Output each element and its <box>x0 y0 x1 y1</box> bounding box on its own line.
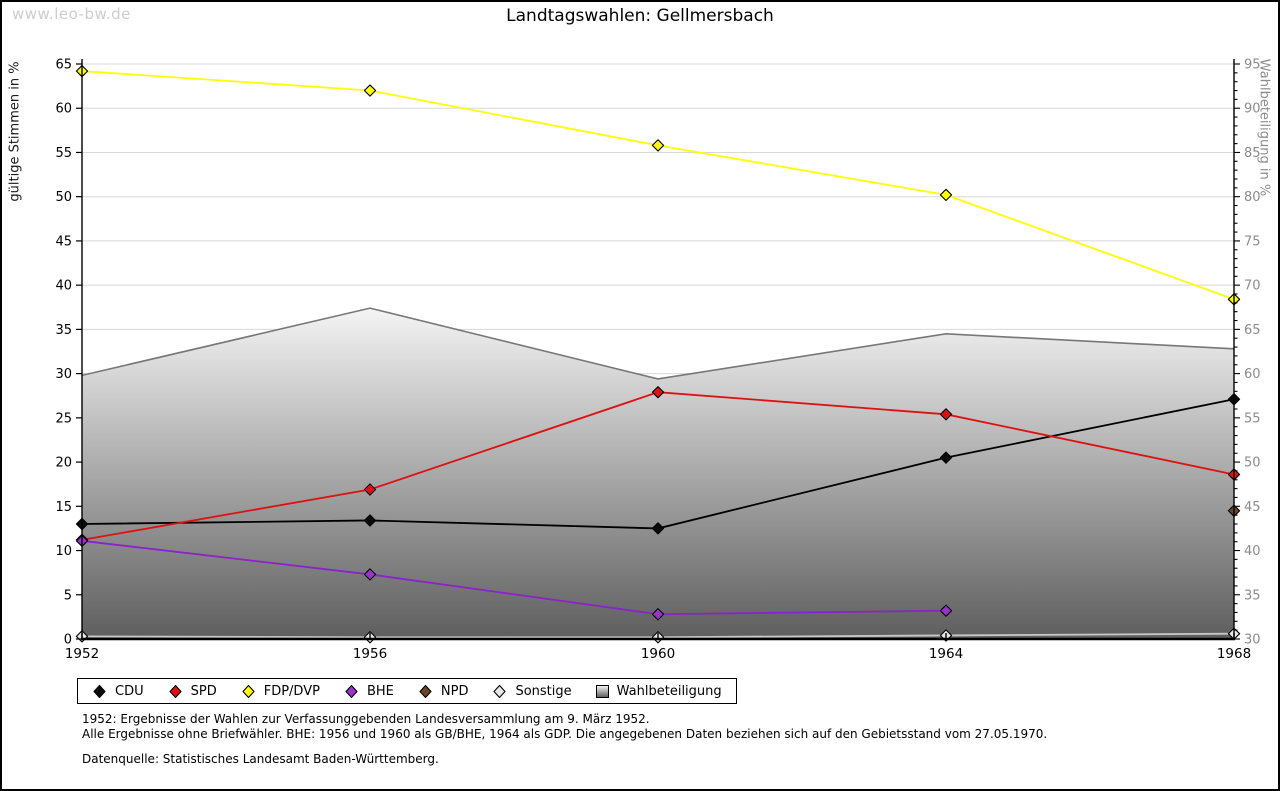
right-axis-title: Wahlbeteiligung in % <box>1256 58 1272 197</box>
left-tick-label: 10 <box>55 544 72 559</box>
left-tick-label: 15 <box>55 500 72 515</box>
chart-plot-area: 0 5 10 15 20 25 30 35 40 45 50 55 60 65 30 35 40 45 50 55 60… <box>55 58 1261 663</box>
legend-label-cdu: CDU <box>115 683 144 699</box>
fdp-dvp-marker <box>651 139 665 152</box>
legend-item-sonstige: Sonstige <box>492 683 572 699</box>
right-tick-label: 75 <box>1244 234 1261 249</box>
series-line-fdp-dvp <box>81 70 1235 301</box>
right-tick-label: 60 <box>1244 367 1261 382</box>
cdu-marker <box>651 522 665 535</box>
right-tick-label: 40 <box>1244 544 1261 559</box>
legend-label-fdp-dvp: FDP/DVP <box>263 683 320 699</box>
legend-item-cdu: CDU <box>92 684 144 699</box>
left-tick-label: 55 <box>55 146 72 161</box>
legend-item-fdp-dvp: FDP/DVP <box>241 684 320 699</box>
cdu-marker-icon <box>93 684 106 698</box>
right-tick-label: 50 <box>1244 456 1261 471</box>
left-tick-label: 65 <box>55 58 72 73</box>
chart-legend: CDU SPD FDP/DVP BHE NPD Sonstige Wahlbeteiligu… <box>77 678 737 704</box>
legend-label-spd: SPD <box>190 683 217 699</box>
legend-label-bhe: BHE <box>366 683 394 699</box>
right-tick-label: 90 <box>1244 102 1261 117</box>
right-tick-label: 80 <box>1244 190 1261 205</box>
right-tick-label: 85 <box>1244 146 1261 161</box>
left-axis-ticks: 0 5 10 15 20 25 30 35 40 45 50 55 60 65 <box>55 58 82 648</box>
footnote-line-2: Alle Ergebnisse ohne Briefwähler. BHE: 1… <box>82 727 1048 741</box>
sonstige-marker-icon <box>493 684 507 698</box>
right-tick-label: 70 <box>1244 279 1261 294</box>
right-tick-label: 55 <box>1244 411 1261 426</box>
left-tick-label: 50 <box>55 190 72 205</box>
watermark: www.leo-bw.de <box>12 5 131 23</box>
x-axis-ticks: 1952 1956 1960 1964 1968 <box>65 633 1251 662</box>
page-title: Landtagswahlen: Gellmersbach <box>506 6 774 26</box>
right-tick-label: 65 <box>1244 323 1261 338</box>
left-tick-label: 40 <box>55 279 72 294</box>
left-tick-label: 35 <box>55 323 72 338</box>
cdu-marker <box>939 451 953 464</box>
fdp-dvp-marker <box>363 84 377 97</box>
fdp-dvp-marker-icon <box>242 684 255 698</box>
cdu-marker <box>363 514 377 527</box>
legend-label-sonstige: Sonstige <box>515 683 572 699</box>
right-tick-label: 95 <box>1244 58 1261 73</box>
spd-marker <box>939 408 953 421</box>
fdp-dvp-marker <box>939 188 953 202</box>
right-tick-label: 45 <box>1244 500 1261 515</box>
spd-marker-icon <box>169 684 182 698</box>
legend-item-wahlbeteiligung: Wahlbeteiligung <box>595 683 722 699</box>
legend-item-spd: SPD <box>168 684 217 699</box>
legend-item-npd: NPD <box>418 683 469 699</box>
series-markers-fdp-dvp <box>75 64 1241 306</box>
wahlbeteiligung-area-edge <box>81 307 1235 380</box>
x-tick-label-1960: 1960 <box>641 646 675 662</box>
footnotes: 1952: Ergebnisse der Wahlen zur Verfassu… <box>82 712 1047 767</box>
npd-marker-icon <box>419 684 432 698</box>
left-tick-label: 60 <box>55 102 72 117</box>
bhe-marker <box>651 608 665 621</box>
bhe-marker-icon <box>345 684 358 698</box>
legend-label-wahlbeteiligung: Wahlbeteiligung <box>616 683 722 699</box>
wahlbeteiligung-swatch-icon <box>595 684 609 698</box>
left-tick-label: 45 <box>55 234 72 249</box>
footnote-source: Datenquelle: Statistisches Landesamt Bad… <box>82 752 439 766</box>
bhe-marker <box>939 604 953 617</box>
spd-marker <box>363 483 377 496</box>
x-tick-label-1952: 1952 <box>65 646 99 662</box>
left-tick-label: 30 <box>55 367 72 382</box>
x-tick-label-1968: 1968 <box>1217 646 1251 662</box>
right-axis-ticks: 30 35 40 45 50 55 60 65 70 75 80 85 90 95 <box>1234 58 1261 648</box>
left-tick-label: 25 <box>55 411 72 426</box>
legend-item-bhe: BHE <box>344 684 394 699</box>
left-tick-label: 0 <box>64 633 72 648</box>
bhe-marker <box>363 568 377 581</box>
spd-marker <box>651 386 665 399</box>
left-axis-title: gültige Stimmen in % <box>7 61 23 202</box>
legend-label-npd: NPD <box>440 683 469 699</box>
right-tick-label: 30 <box>1244 633 1261 648</box>
footnote-line-1: 1952: Ergebnisse der Wahlen zur Verfassu… <box>82 712 650 726</box>
left-tick-label: 5 <box>64 588 72 603</box>
series-line-bhe <box>81 539 947 616</box>
wahlbeteiligung-area <box>82 308 1234 639</box>
left-tick-label: 20 <box>55 456 72 471</box>
x-tick-label-1964: 1964 <box>929 646 963 662</box>
right-tick-label: 35 <box>1244 588 1261 603</box>
x-tick-label-1956: 1956 <box>353 646 387 662</box>
